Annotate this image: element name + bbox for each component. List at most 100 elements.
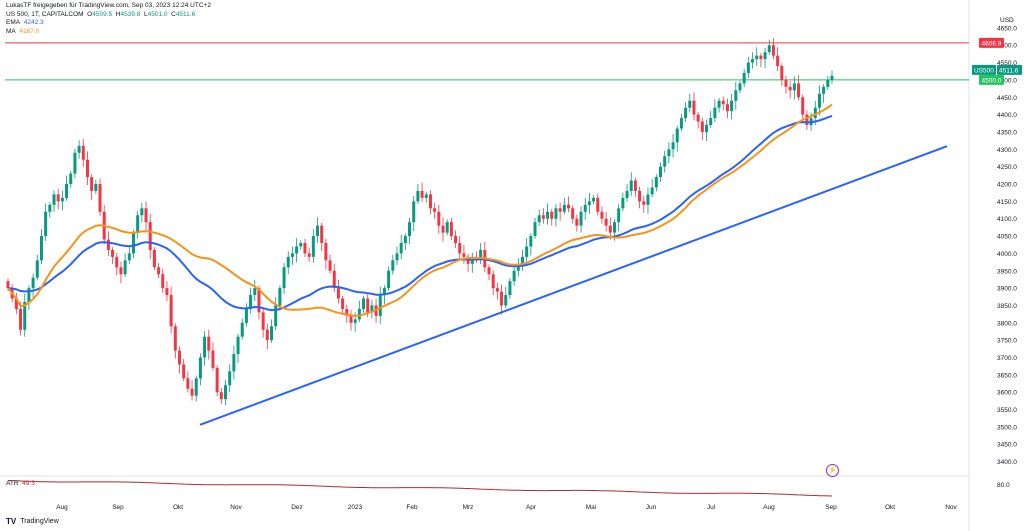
high-value: 4539.8 bbox=[120, 10, 141, 18]
candle-body bbox=[738, 83, 742, 91]
y-tick-label: 3800.0 bbox=[997, 320, 1017, 327]
candle-body bbox=[249, 295, 253, 309]
candle-body bbox=[813, 107, 817, 119]
candle-body bbox=[420, 190, 424, 198]
candle-body bbox=[525, 246, 529, 257]
candle-body bbox=[332, 270, 336, 289]
candle-body bbox=[278, 288, 282, 306]
candle-body bbox=[504, 295, 508, 306]
candle-body bbox=[131, 232, 135, 254]
close-label: C bbox=[171, 10, 176, 18]
candle-body bbox=[650, 187, 654, 195]
candle-body bbox=[119, 267, 123, 275]
candle-body bbox=[399, 243, 403, 254]
candle-body bbox=[362, 298, 366, 309]
candle-body bbox=[424, 194, 428, 198]
candle-body bbox=[81, 145, 85, 160]
candle-body bbox=[14, 298, 18, 309]
last-price-label: 4511.6 bbox=[999, 67, 1019, 74]
candle-body bbox=[194, 378, 198, 396]
candle-body bbox=[215, 367, 219, 393]
atr-line bbox=[7, 480, 833, 497]
candle-body bbox=[596, 197, 600, 212]
trendline bbox=[199, 145, 948, 426]
candle-body bbox=[541, 215, 545, 219]
candle-body bbox=[203, 336, 207, 358]
y-tick-label: 4600.0 bbox=[997, 43, 1017, 50]
symbol-badge bbox=[972, 64, 996, 75]
atr-value: 49.3 bbox=[22, 480, 35, 487]
candle-body bbox=[755, 55, 759, 60]
y-tick-label: 4200.0 bbox=[997, 182, 1017, 189]
candle-body bbox=[224, 385, 228, 400]
y-tick-label: 4050.0 bbox=[997, 234, 1017, 241]
y-tick-label: 3850.0 bbox=[997, 303, 1017, 310]
candle-body bbox=[612, 222, 616, 233]
candle-body bbox=[94, 184, 98, 191]
candle-body bbox=[550, 211, 554, 219]
candle-body bbox=[592, 197, 596, 202]
resistance-badge-label: 4606.9 bbox=[982, 40, 1002, 47]
candle-body bbox=[416, 190, 420, 202]
candle-body bbox=[792, 83, 796, 91]
candle-body bbox=[734, 90, 738, 101]
candle-body bbox=[349, 315, 353, 323]
candle-body bbox=[428, 194, 432, 209]
tradingview-brand[interactable]: TV TradingView bbox=[6, 517, 59, 526]
candle-body bbox=[822, 86, 826, 94]
y-tick-label: 3700.0 bbox=[997, 355, 1017, 362]
candle-body bbox=[69, 173, 73, 185]
candle-body bbox=[508, 281, 512, 296]
candle-body bbox=[788, 86, 792, 91]
y-tick-label: 4000.0 bbox=[997, 251, 1017, 258]
x-tick-label: Sep bbox=[112, 504, 124, 511]
lightning-icon[interactable]: ⚡ bbox=[826, 464, 839, 477]
symbol-label[interactable]: US 500, 1T, CAPITALCOM bbox=[6, 10, 84, 18]
candle-body bbox=[746, 62, 750, 73]
candle-body bbox=[257, 288, 261, 313]
candle-body bbox=[123, 260, 127, 275]
candle-body bbox=[713, 107, 717, 119]
candle-body bbox=[763, 52, 767, 60]
candle-body bbox=[328, 260, 332, 271]
candle-body bbox=[190, 388, 194, 396]
candle-body bbox=[784, 79, 788, 87]
last-price-badge bbox=[997, 64, 1022, 75]
candle-body bbox=[621, 197, 625, 209]
candle-body bbox=[60, 197, 64, 202]
candle-body bbox=[311, 236, 315, 257]
candle-body bbox=[265, 329, 269, 341]
ema-legend[interactable]: EMA 4242.3 bbox=[6, 19, 211, 28]
candle-body bbox=[236, 336, 240, 355]
candle-body bbox=[688, 100, 692, 108]
candle-body bbox=[654, 177, 658, 188]
candle-body bbox=[797, 83, 801, 98]
candle-body bbox=[458, 243, 462, 254]
candle-body bbox=[671, 142, 675, 150]
ohlc-line: US 500, 1T, CAPITALCOM O4509.5 H4539.8 L… bbox=[6, 11, 211, 20]
candle-body bbox=[487, 267, 491, 275]
ma-legend[interactable]: MA 4167.0 bbox=[6, 28, 211, 37]
atr-label: ATR bbox=[6, 480, 19, 487]
candle-body bbox=[244, 308, 248, 323]
candle-body bbox=[106, 239, 110, 250]
candle-body bbox=[232, 354, 236, 372]
candle-body bbox=[270, 326, 274, 341]
candle-body bbox=[642, 201, 646, 205]
candle-body bbox=[579, 211, 583, 226]
candle-body bbox=[52, 194, 56, 205]
candle-body bbox=[558, 208, 562, 212]
atr-legend[interactable]: ATR 49.3 bbox=[6, 480, 35, 487]
candle-body bbox=[449, 222, 453, 237]
candle-body bbox=[290, 253, 294, 257]
tradingview-logo-icon: TV bbox=[6, 517, 17, 526]
candle-body bbox=[111, 249, 115, 257]
candle-body bbox=[228, 371, 232, 386]
candle-body bbox=[830, 75, 834, 80]
candle-body bbox=[324, 243, 328, 261]
candle-body bbox=[353, 319, 357, 323]
candle-body bbox=[152, 249, 156, 268]
close-value: 4511.6 bbox=[175, 10, 196, 18]
candle-body bbox=[140, 208, 144, 216]
